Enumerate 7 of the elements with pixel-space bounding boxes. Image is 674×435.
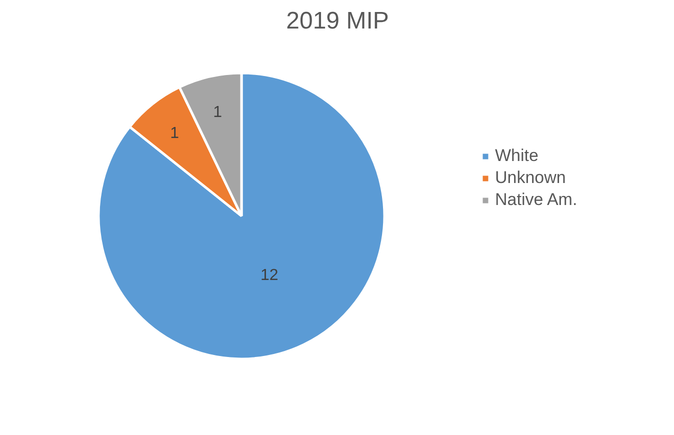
- legend-label: White: [495, 146, 538, 166]
- data-label: 12: [260, 267, 278, 284]
- legend-label: Native Am.: [495, 190, 578, 210]
- data-label: 1: [170, 124, 180, 142]
- chart-title: 2019 MIP: [286, 8, 389, 34]
- data-label: 1: [213, 104, 222, 122]
- legend-label: Unknown: [495, 168, 566, 188]
